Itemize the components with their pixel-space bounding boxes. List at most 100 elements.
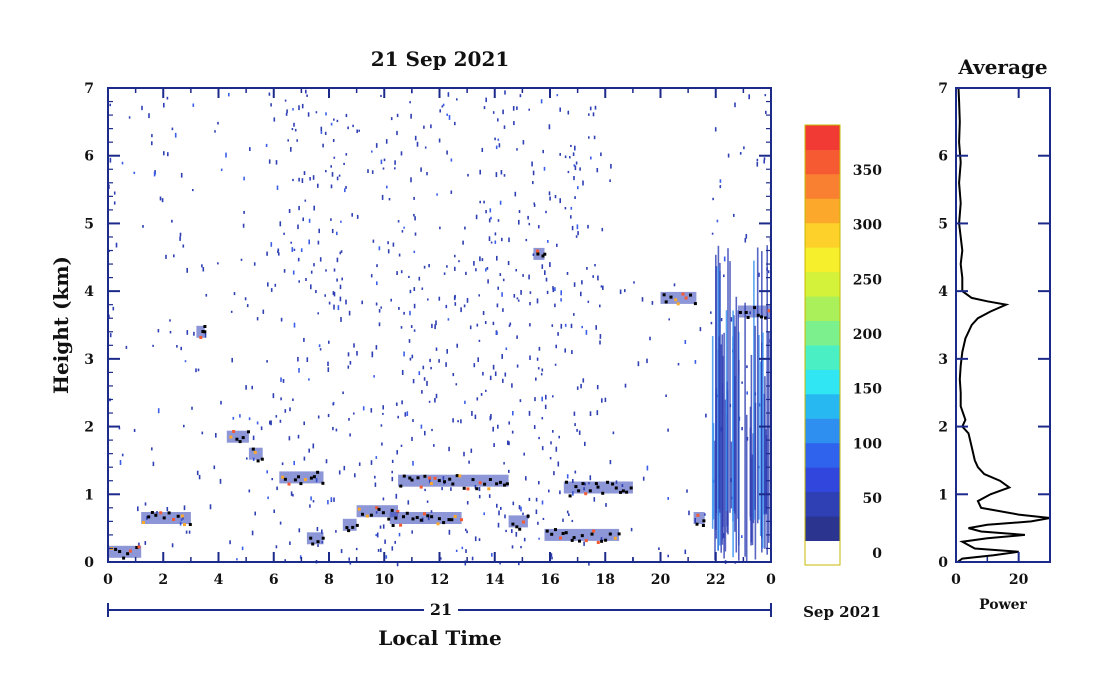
heatmap-speckle [460,307,462,313]
heatmap-speckle [534,397,536,402]
cloud-layer-band [693,512,705,524]
cloud-layer-point [137,545,141,549]
colorbar-swatch [805,345,840,370]
heatmap-speckle [490,414,492,419]
cloud-layer-point [483,482,487,486]
colorbar-zero-swatch [805,540,840,565]
cloud-layer-point [764,316,768,320]
x-tick-label: 12 [430,572,449,588]
heatmap-speckle [279,221,282,227]
heatmap-speckle [756,158,759,162]
heatmap-speckle [148,113,150,119]
heatmap-speckle [495,172,498,177]
heatmap-speckle [379,525,382,529]
heatmap-speckle [267,282,269,287]
cloud-layer-point [390,508,394,512]
heatmap-speckle [283,232,285,235]
heatmap-speckle [544,404,547,410]
y-tick-label: 1 [84,487,94,503]
heatmap-speckle [540,99,543,104]
cloud-layer-point [767,309,771,313]
cloud-layer-point [515,525,519,529]
heatmap-speckle [438,138,441,143]
heatmap-speckle [596,385,599,390]
heatmap-speckle [741,427,743,431]
cloud-layer-point [375,506,379,510]
heatmap-speckle [461,546,464,550]
heatmap-speckle [375,456,378,459]
heatmap-streak [753,260,755,520]
cloud-layer-band [196,325,205,338]
cloud-layer-point [455,474,459,478]
cloud-layer-point [554,528,557,532]
heatmap-speckle [710,321,713,325]
heatmap-speckle [270,103,272,107]
heatmap-speckle [414,216,416,221]
cloud-layer-point [590,532,594,536]
heatmap-speckle [455,383,458,386]
heatmap-speckle [500,506,502,510]
heatmap-speckle [144,541,147,545]
heatmap-speckle [270,420,272,426]
cloud-layer-point [684,296,688,300]
heatmap-speckle [413,213,415,217]
heatmap-speckle [576,386,579,390]
heatmap-speckle [503,125,506,129]
heatmap-speckle [195,368,197,373]
heatmap-speckle [413,329,416,332]
cloud-layer-point [235,437,239,441]
cloud-layer-point [321,536,325,540]
heatmap-speckle [492,111,495,114]
heatmap-speckle [477,357,479,362]
heatmap-speckle [384,539,386,544]
heatmap-speckle [712,197,714,201]
heatmap-speckle [152,344,154,347]
heatmap-speckle [388,198,391,201]
colorbar-swatch [805,467,840,493]
cloud-layer-point [347,529,351,533]
cloud-layer-point [402,515,405,519]
heatmap-speckle [684,549,687,555]
heatmap-speckle [418,276,421,281]
heatmap-speckle [358,129,360,132]
cloud-layer-point [674,298,678,302]
heatmap-speckle [570,323,573,329]
heatmap-speckle [380,306,382,309]
heatmap-speckle [355,547,358,551]
heatmap-speckle [284,409,287,413]
heatmap-speckle [549,457,552,460]
cloud-layer-point [416,476,420,480]
heatmap-speckle [169,331,172,334]
cloud-layer-point [411,517,415,521]
heatmap-speckle [469,325,472,330]
heatmap-speckle [491,553,493,557]
heatmap-speckle [649,336,651,341]
heatmap-speckle [564,348,566,353]
heatmap-speckle [165,254,167,259]
heatmap-speckle [604,397,607,402]
cloud-layer-point [423,474,427,478]
heatmap-speckle [298,205,300,211]
heatmap-speckle [455,549,458,552]
cloud-layer-point [433,476,437,480]
cloud-layer-point [564,531,568,535]
heatmap-speckle [589,411,592,416]
cloud-layer-point [176,514,180,518]
heatmap-speckle [502,308,504,312]
heatmap-speckle [485,97,487,103]
heatmap-speckle [482,311,485,315]
heatmap-speckle [204,332,207,338]
colorbar-swatch [805,491,840,517]
heatmap-speckle [550,441,552,445]
heatmap-speckle [596,168,599,173]
cloud-layer-point [594,482,598,486]
heatmap-speckle [387,241,389,245]
heatmap-speckle [511,430,514,434]
heatmap-speckle [515,269,517,272]
heatmap-speckle [333,268,336,272]
heatmap-speckle [233,292,236,296]
heatmap-speckle [273,509,275,513]
heatmap-speckle [557,461,560,467]
heatmap-speckle [321,529,323,534]
heatmap-speckle [548,124,551,130]
